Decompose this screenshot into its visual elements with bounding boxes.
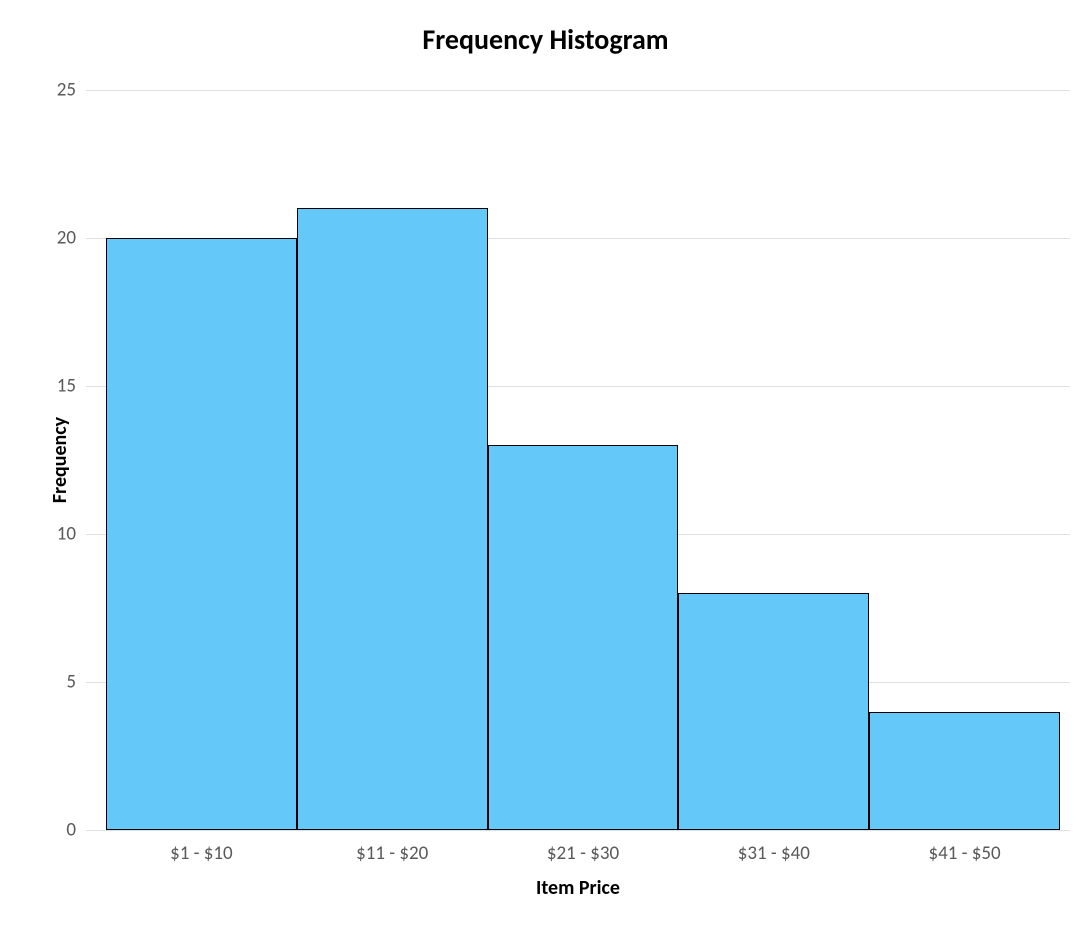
x-tick-label: $41 - $50: [869, 842, 1060, 865]
y-tick-label: 15: [36, 375, 76, 398]
histogram-bar: [869, 712, 1060, 830]
y-tick-label: 25: [36, 79, 76, 102]
histogram-bar: [678, 593, 869, 830]
x-axis-title: Item Price: [86, 876, 1070, 900]
y-tick-label: 10: [36, 523, 76, 546]
x-tick-label: $11 - $20: [297, 842, 488, 865]
x-tick-label: $1 - $10: [106, 842, 297, 865]
y-tick-label: 0: [36, 819, 76, 842]
y-tick-label: 5: [36, 671, 76, 694]
plot-area: 0510152025$1 - $10$11 - $20$21 - $30$31 …: [86, 90, 1070, 830]
x-tick-label: $21 - $30: [488, 842, 679, 865]
frequency-histogram-chart: Frequency Histogram 0510152025$1 - $10$1…: [0, 0, 1091, 927]
histogram-bar: [488, 445, 679, 830]
histogram-bar: [106, 238, 297, 830]
chart-title: Frequency Histogram: [0, 22, 1091, 57]
gridline: [86, 830, 1070, 831]
y-axis-title: Frequency: [48, 400, 72, 520]
gridline: [86, 90, 1070, 91]
histogram-bar: [297, 208, 488, 830]
y-tick-label: 20: [36, 227, 76, 250]
x-tick-label: $31 - $40: [678, 842, 869, 865]
